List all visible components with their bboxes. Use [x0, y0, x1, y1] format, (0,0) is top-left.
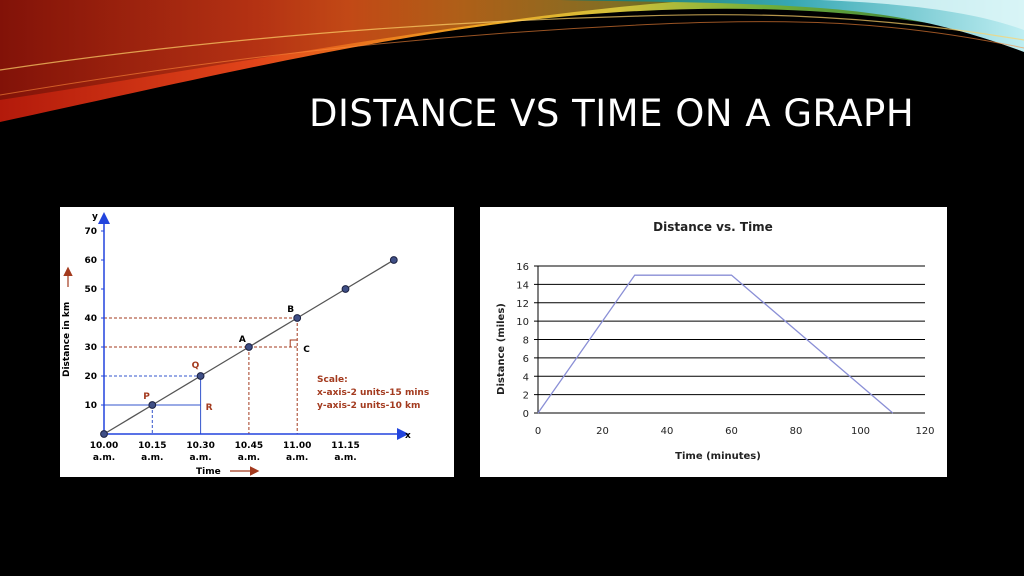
point-label-a: A [239, 335, 246, 345]
x-tick-label: 11.15 [331, 441, 359, 451]
y-tick-label: 8 [523, 336, 529, 347]
y-tick-label: 6 [523, 354, 529, 365]
x-axis-label: Time (minutes) [675, 451, 761, 462]
point-label-b: B [287, 305, 294, 315]
x-axis-letter: x [405, 431, 411, 441]
y-tick-label: 12 [516, 299, 529, 310]
x-tick-label: 10.15 [138, 441, 166, 451]
x-tick-sublabel: a.m. [238, 453, 260, 463]
decorative-banner [0, 0, 1024, 122]
series-line [537, 274, 894, 414]
point-label-q: Q [192, 361, 200, 371]
data-point [389, 256, 398, 264]
x-tick-label: 10.00 [90, 441, 118, 451]
x-tick-label: 20 [596, 426, 609, 437]
y-tick-label: 30 [84, 343, 97, 353]
series [537, 274, 894, 414]
y-tick-label: 20 [84, 372, 97, 382]
y-tick-label: 14 [516, 280, 529, 291]
data-point [196, 372, 205, 380]
y-tick-label: 50 [84, 285, 97, 295]
x-axis-label: Time [196, 467, 221, 477]
y-tick-label: 0 [523, 409, 529, 420]
y-tick-label: 60 [84, 256, 97, 266]
scale-note-line-y: y-axis-2 units-10 km [317, 401, 420, 411]
y-tick-label: 2 [523, 391, 529, 402]
y-tick-labels: 10 20 30 40 50 60 70 [84, 227, 104, 411]
point-label-c: C [303, 345, 310, 355]
x-tick-label: 10.30 [186, 441, 214, 451]
data-point [148, 401, 157, 409]
y-tick-label: 10 [516, 317, 529, 328]
axes [98, 212, 409, 440]
x-tick-sublabel: a.m. [93, 453, 115, 463]
data-point [341, 285, 350, 293]
y-tick-labels: 0 2 4 6 8 10 12 14 16 [516, 262, 538, 420]
y-tick-label: 70 [84, 227, 97, 237]
gridlines [537, 265, 925, 414]
x-tick-label: 100 [851, 426, 870, 437]
x-tick-labels: 10.00 a.m. 10.15 a.m. 10.30 a.m. 10.45 a.m. 11.0… [90, 441, 360, 463]
x-tick-label: 120 [915, 426, 934, 437]
data-point [245, 343, 253, 351]
x-tick-sublabel: a.m. [141, 453, 163, 463]
right-angle-marker [289, 339, 298, 347]
y-axis-label: Distance (miles) [496, 303, 507, 395]
scale-note: Scale: x-axis-2 units-15 mins y-axis-2 u… [317, 375, 429, 411]
y-tick-label: 4 [523, 372, 529, 383]
chart-title: Distance vs. Time [653, 220, 773, 234]
x-tick-label: 11.00 [283, 441, 311, 451]
x-tick-labels: 0 20 40 60 80 100 120 [535, 426, 935, 437]
y-tick-label: 16 [516, 262, 529, 273]
scale-note-line-x: x-axis-2 units-15 mins [317, 388, 429, 398]
data-point [100, 430, 108, 438]
x-tick-label: 60 [725, 426, 738, 437]
guide-lines [104, 317, 298, 434]
point-labels: P Q R A B C [143, 305, 310, 413]
x-tick-label: 80 [790, 426, 803, 437]
data-point [293, 314, 302, 322]
y-axis-label: Distance in km [62, 302, 72, 377]
y-axis-letter: y [92, 212, 98, 222]
x-tick-sublabel: a.m. [334, 453, 356, 463]
x-tick-sublabel: a.m. [189, 453, 211, 463]
x-tick-label: 10.45 [235, 441, 263, 451]
distance-vs-time-line-chart-miles: Distance vs. Time 0 2 4 6 8 10 12 14 16 0 20 40 60 8… [480, 207, 947, 477]
x-tick-label: 0 [535, 426, 541, 437]
scale-note-heading: Scale: [317, 375, 348, 385]
point-label-r: R [206, 403, 213, 413]
point-label-p: P [143, 392, 150, 402]
x-tick-label: 40 [661, 426, 674, 437]
y-tick-label: 40 [84, 314, 97, 324]
y-tick-label: 10 [84, 401, 97, 411]
slide-title: DISTANCE VS TIME ON A GRAPH [309, 92, 915, 135]
series [100, 256, 398, 438]
x-tick-sublabel: a.m. [286, 453, 308, 463]
